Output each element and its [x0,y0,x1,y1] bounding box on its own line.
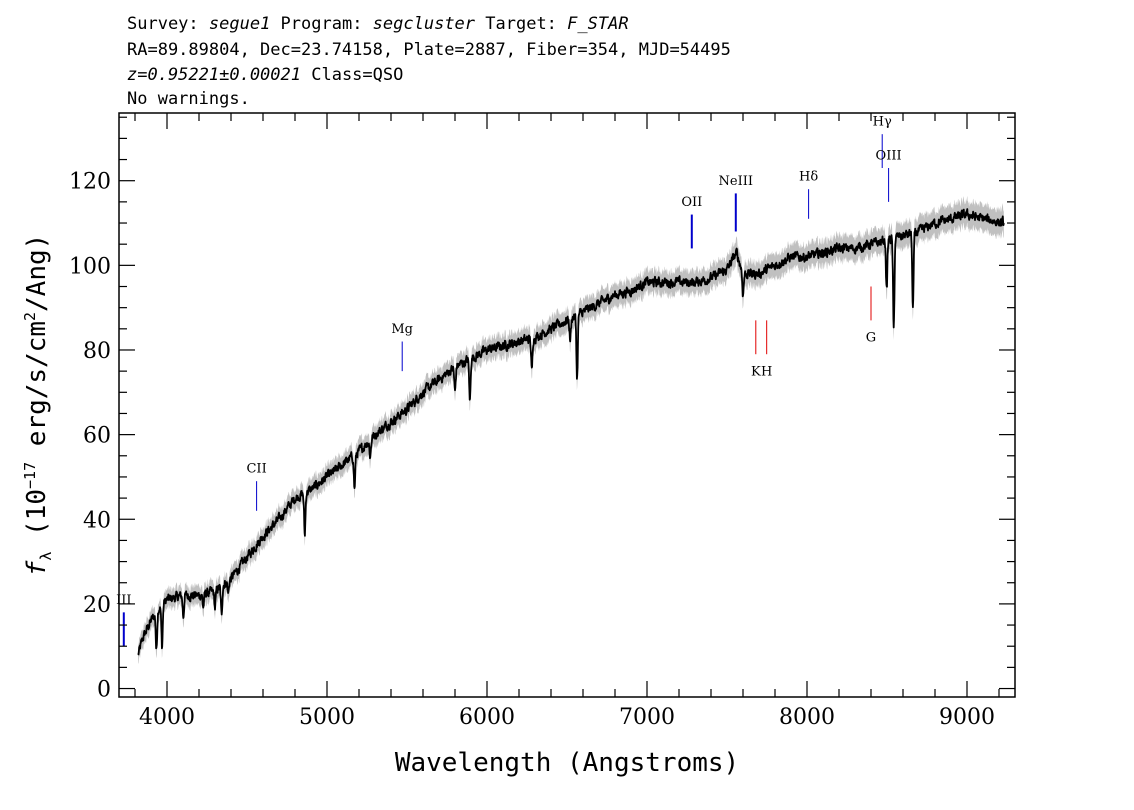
x-tick-label: 9000 [939,705,995,730]
axis-ticks [119,113,1015,697]
axis-tick-labels: 4000 5000 6000 7000 8000 9000 0 20 40 60 80 100 120 [69,170,995,730]
spectral-line-label: Mg [391,322,413,337]
spectral-line-label: OII [681,195,702,210]
y-axis-title-part: erg/s/cm [22,321,52,462]
header-text-run: No warnings. [127,89,250,109]
header-text-run: segue1 [209,14,270,34]
y-tick-label: 40 [83,508,111,533]
y-tick-label: 20 [83,593,111,618]
header-text-run: Class=QSO [301,65,403,85]
spectral-line-label: H [761,364,772,379]
error-band [138,196,1004,664]
spectral-line-label: Hγ [873,115,892,130]
x-tick-label: 8000 [779,705,835,730]
y-axis-title-part: 2 [21,312,39,321]
flux-line [137,208,1005,656]
spectral-line-label: NeIII [719,174,753,189]
header-text-run: Survey: [127,14,209,34]
y-axis-title-part: −17 [21,462,39,489]
header-line-4: No warnings. [127,89,250,109]
y-tick-label: 120 [69,170,111,195]
header-line-3: z=0.95221±0.00021 Class=QSO [127,65,403,85]
header-line-2: RA=89.89804, Dec=23.74158, Plate=2887, F… [127,40,731,60]
chart-header: Survey: segue1 Program: segcluster Targe… [127,14,731,109]
spectral-line-label: G [866,331,876,346]
y-axis-title-part: /Ang) [22,234,52,312]
x-tick-label: 4000 [139,705,195,730]
y-tick-label: 80 [83,339,111,364]
header-line-1: Survey: segue1 Program: segcluster Targe… [127,14,629,34]
y-axis-title-part: f [22,560,52,576]
y-tick-label: 60 [83,424,111,449]
header-text-run: segcluster [373,14,476,34]
header-text-run: RA=89.89804, Dec=23.74158, Plate=2887, F… [127,40,731,60]
header-text-run: Target: [475,14,567,34]
header-text-run: Program: [270,14,372,34]
y-tick-label: 0 [97,678,111,703]
y-axis-title: fλ (10−17 erg/s/cm2/Ang) [21,234,55,577]
x-tick-label: 6000 [459,705,515,730]
x-axis-title: Wavelength (Angstroms) [395,748,739,778]
x-tick-label: 7000 [619,705,675,730]
spectral-line-label: OIII [876,149,902,164]
y-axis-title-part: λ [37,552,55,561]
y-tick-label: 100 [69,254,111,279]
y-axis-title-part: (10 [22,489,52,552]
spectral-line-label: Hδ [799,170,818,185]
spectral-line-label: K [751,364,761,379]
plot-frame [118,112,1016,698]
spectral-line-label: CII [246,462,266,477]
x-tick-label: 5000 [299,705,355,730]
header-text-run: z=0.95221±0.00021 [127,65,301,85]
header-text-run: F_STAR [567,14,628,34]
